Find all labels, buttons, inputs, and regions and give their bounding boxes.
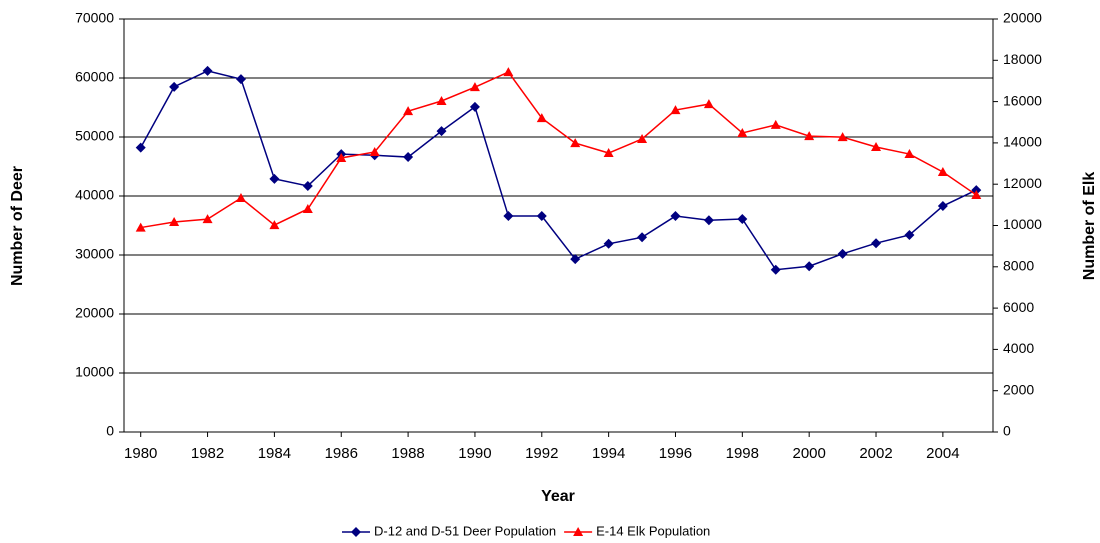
data-point [403, 152, 414, 163]
data-point [804, 131, 815, 141]
x-tick-label: 2002 [859, 445, 892, 462]
x-tick-label: 1982 [191, 445, 224, 462]
data-point [937, 167, 948, 177]
data-point [469, 82, 480, 92]
data-point [670, 105, 681, 115]
series-line [140, 70, 977, 271]
legend-label: E-14 Elk Population [596, 523, 710, 538]
data-point [570, 138, 581, 148]
y2-axis-title: Number of Elk [1081, 172, 1098, 281]
data-point [770, 264, 781, 275]
x-tick-label: 1994 [592, 445, 625, 462]
data-point [169, 216, 180, 226]
data-point [336, 152, 347, 162]
y2-tick-label: 20000 [1003, 10, 1042, 26]
y-axis-title: Number of Deer [9, 166, 26, 286]
data-point [837, 132, 848, 142]
data-point [637, 133, 648, 143]
x-tick-label: 1998 [726, 445, 759, 462]
data-point [937, 201, 948, 212]
data-point [202, 214, 213, 224]
data-point [536, 211, 547, 222]
data-point [302, 180, 313, 191]
legend-marker [573, 527, 584, 536]
y2-tick-label: 18000 [1003, 51, 1042, 67]
x-tick-label: 1992 [525, 445, 558, 462]
series-line [140, 71, 977, 229]
y-tick-label: 40000 [75, 187, 114, 203]
data-point [503, 211, 514, 222]
data-point [269, 173, 280, 184]
y2-tick-label: 16000 [1003, 92, 1042, 108]
data-point [403, 106, 414, 116]
data-point [971, 189, 982, 199]
x-tick-label: 1984 [258, 445, 291, 462]
data-point [737, 127, 748, 137]
data-point [369, 146, 380, 156]
data-point [871, 238, 882, 249]
y2-tick-label: 10000 [1003, 216, 1042, 232]
data-point [503, 67, 514, 77]
data-point [202, 65, 213, 76]
y-tick-label: 50000 [75, 128, 114, 144]
y-tick-label: 60000 [75, 69, 114, 85]
x-tick-label: 1980 [124, 445, 157, 462]
x-tick-label: 1996 [659, 445, 692, 462]
x-axis-title: Year [541, 488, 575, 505]
data-point [536, 113, 547, 123]
data-point [837, 248, 848, 259]
data-point [703, 99, 714, 109]
data-point [804, 261, 815, 272]
y-tick-label: 20000 [75, 305, 114, 321]
data-point [302, 203, 313, 213]
x-tick-label: 1988 [391, 445, 424, 462]
data-point [135, 142, 146, 153]
y2-tick-label: 12000 [1003, 175, 1042, 191]
y-tick-label: 10000 [75, 364, 114, 380]
data-point [235, 74, 246, 85]
y2-tick-label: 2000 [1003, 381, 1034, 397]
data-point [169, 81, 180, 92]
x-tick-label: 1986 [325, 445, 358, 462]
y2-tick-label: 14000 [1003, 134, 1042, 150]
data-point [235, 193, 246, 203]
data-point [770, 119, 781, 129]
data-point [469, 101, 480, 112]
data-point [703, 215, 714, 226]
legend-marker [351, 527, 361, 537]
y2-tick-label: 8000 [1003, 258, 1034, 274]
x-tick-label: 1990 [458, 445, 491, 462]
data-point [570, 254, 581, 265]
data-point [904, 229, 915, 240]
data-point [737, 214, 748, 225]
data-point [637, 232, 648, 243]
y-tick-label: 70000 [75, 10, 114, 26]
data-point [436, 126, 447, 137]
data-point [603, 148, 614, 158]
y2-tick-label: 0 [1003, 423, 1011, 439]
x-tick-label: 2000 [792, 445, 825, 462]
legend-label: D-12 and D-51 Deer Population [374, 523, 556, 538]
y2-tick-label: 6000 [1003, 299, 1034, 315]
data-point [269, 220, 280, 230]
data-point [904, 149, 915, 159]
data-point [670, 211, 681, 222]
data-point [135, 222, 146, 232]
data-point [603, 238, 614, 249]
data-point [436, 95, 447, 105]
y2-tick-label: 4000 [1003, 340, 1034, 356]
data-point [871, 142, 882, 152]
y-tick-label: 30000 [75, 246, 114, 262]
y-tick-label: 0 [106, 423, 114, 439]
x-tick-label: 2004 [926, 445, 959, 462]
